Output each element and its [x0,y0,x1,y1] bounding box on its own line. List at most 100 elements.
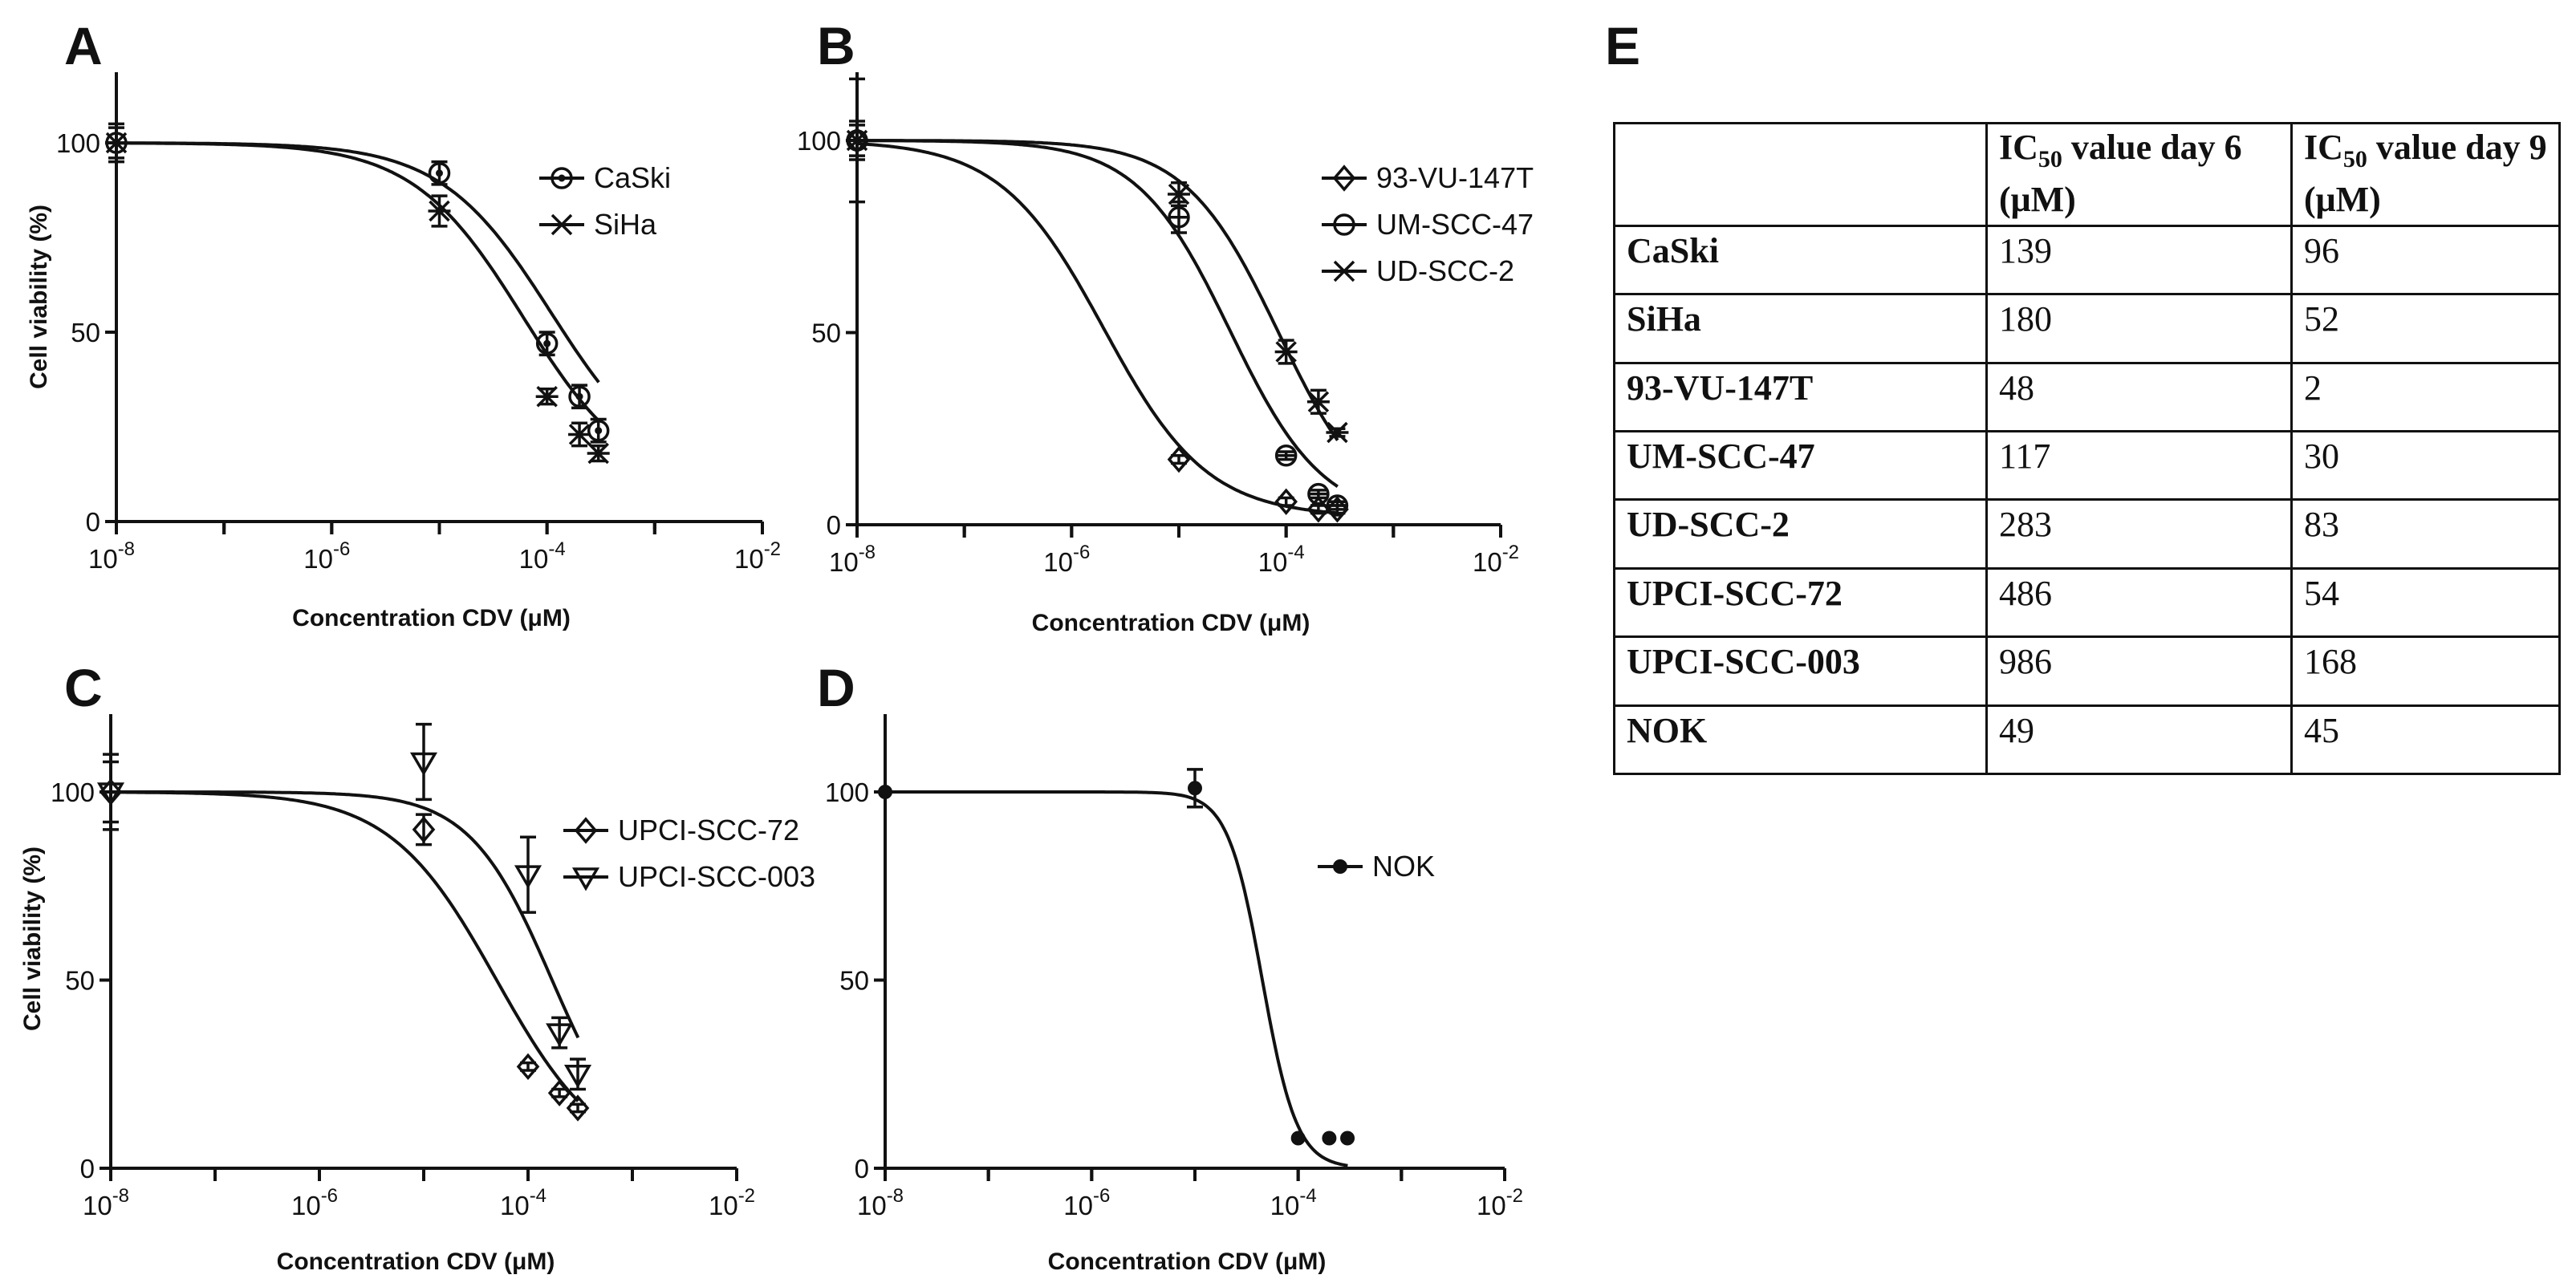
x-tick-label: 10-6 [1063,1185,1110,1220]
ic-prefix: IC [2304,128,2343,167]
data-point [412,816,436,843]
legend-entry: 93-VU-147T [1322,161,1534,194]
table-row: 93-VU-147T 48 2 [1613,361,2561,433]
x-axis-title: Concentration CDV (μM) [1048,1248,1327,1275]
table-row: SiHa 180 52 [1613,293,2561,364]
x-axis-title: Concentration CDV (μM) [277,1248,555,1275]
legend-entry: UD-SCC-2 [1322,254,1514,287]
y-tick-label: 0 [855,1154,869,1183]
table-row-label: UD-SCC-2 [1613,498,1988,570]
table-row: UD-SCC-2 283 83 [1613,498,2561,570]
table-cell: 180 [1985,293,2293,364]
data-point [428,200,451,222]
data-point [546,1023,574,1047]
legend-label: SiHa [594,208,657,241]
x-tick-label: 10-6 [291,1185,338,1220]
legend-label: UPCI-SCC-72 [618,814,799,846]
x-tick-label: 10-4 [1258,542,1305,577]
table-cell: 45 [2290,704,2561,775]
table-row: UPCI-SCC-72 486 54 [1613,566,2561,639]
data-point [1340,1131,1355,1146]
table-row: UM-SCC-47 117 30 [1613,429,2561,501]
table-row-label: 93-VU-147T [1613,361,1988,433]
table-cell: 30 [2290,429,2561,501]
table-row-label: UPCI-SCC-003 [1613,635,1988,707]
panel-letter-b: B [817,16,855,75]
fit-curve [856,142,1338,515]
fit-curve [885,790,1348,1167]
x-tick-label: 10-4 [500,1185,546,1220]
table-cell: 52 [2290,293,2561,364]
table-row-label: NOK [1613,704,1988,775]
y-tick-label: 0 [86,507,100,537]
table-header-row: IC50 value day 6 (μM) IC50 value day 9 (… [1613,122,2561,227]
data-point-center [436,169,443,177]
ic50-table-body: IC50 value day 6 (μM) IC50 value day 9 (… [1613,122,2561,775]
legend-entry: UM-SCC-47 [1322,208,1534,241]
table-row-label: UPCI-SCC-72 [1613,566,1988,639]
ic-subscript: 50 [2038,145,2062,173]
data-point-center [558,174,566,182]
x-tick-label: 10-4 [1270,1185,1317,1220]
chart-panel-d: 0 50 100 10-8 10-6 10-4 10-2 Concentration CDV … [825,714,1523,1275]
x-tick-label: 10-8 [83,1185,129,1220]
table-header-cell-empty [1613,122,1988,227]
data-point [1274,341,1298,363]
data-point [1333,260,1355,282]
data-point-center [543,339,551,347]
table-cell: 96 [2290,224,2561,296]
data-point [551,213,573,236]
table-row: CaSki 139 96 [1613,224,2561,296]
table-cell: 48 [1985,361,2293,433]
data-point [846,129,868,152]
data-point [1188,781,1202,796]
legend-label: UM-SCC-47 [1376,208,1534,241]
table-cell: 83 [2290,498,2561,570]
table-header-day9: IC50 value day 9 (μM) [2290,122,2561,227]
ic-subscript: 50 [2342,145,2367,173]
data-point [514,865,542,889]
series-siha [105,122,610,465]
data-point [568,385,591,408]
data-point [587,442,610,465]
table-header-day6: IC50 value day 6 (μM) [1985,122,2293,227]
data-point [1306,496,1331,523]
table-row-label: CaSki [1613,224,1988,296]
panel-e-wrapper: E [1605,0,1701,84]
panel-letter-c: C [64,658,103,717]
y-tick-label: 100 [825,777,869,807]
legend-entry: CaSki [539,161,671,194]
series-upci-scc-72 [99,760,590,1122]
series-upci-scc-003 [96,722,592,1091]
panel-letter-d: D [817,658,855,717]
y-tick-label: 0 [80,1154,95,1183]
y-tick-label: 50 [71,318,100,347]
x-axis-title: Concentration CDV (μM) [1032,610,1310,636]
legend-entry: SiHa [539,208,657,241]
series-nok [878,768,1355,1167]
data-point [574,817,598,844]
x-tick-label: 10-2 [709,1185,755,1220]
fit-curve [857,139,1339,441]
data-point [428,162,451,185]
series-93-vu-147t [845,77,1349,523]
data-point [1306,391,1330,412]
data-point [547,1079,571,1106]
chart-panel-c: 0 50 100 10-8 10-6 10-4 10-2 Concentration CDV … [19,714,815,1275]
x-tick-label: 10-2 [1477,1185,1523,1220]
fit-curve [111,790,579,1102]
legend-label: UD-SCC-2 [1376,254,1514,287]
table-row: UPCI-SCC-003 986 168 [1613,635,2561,707]
y-tick-label: 50 [65,966,95,996]
y-tick-label: 100 [51,777,95,807]
fit-curve [116,141,600,384]
panel-letter-e: E [1605,16,1640,75]
fit-curve [116,141,600,422]
y-tick-label: 100 [56,128,100,158]
chart-panel-b: 0 50 100 10-8 10-6 10-4 10-2 Concentration CDV … [797,72,1534,636]
data-point [105,132,128,154]
data-point [1290,1131,1306,1146]
y-tick-label: 50 [839,966,869,996]
x-tick-label: 10-4 [519,538,566,574]
